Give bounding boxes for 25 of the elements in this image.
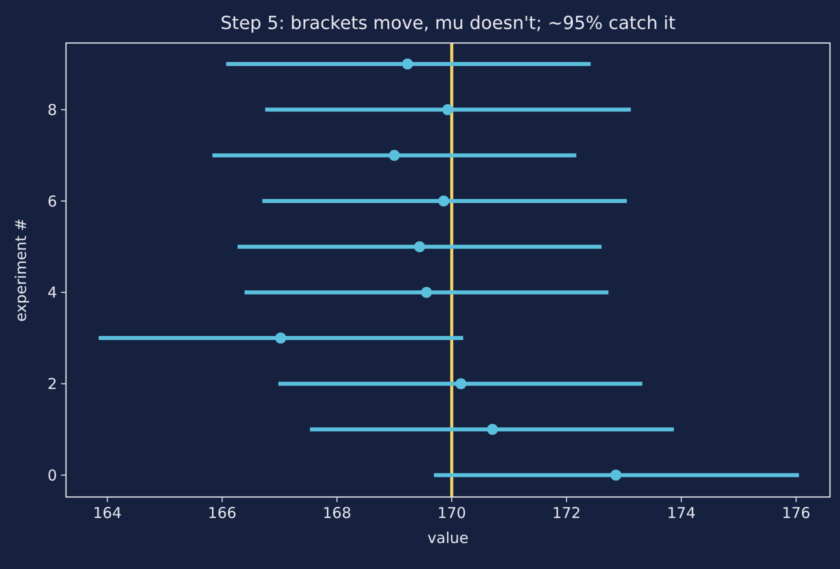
point [438,196,450,207]
chart-title: Step 5: brackets move, mu doesn't; ~95% catch it [220,13,676,34]
point [442,104,454,116]
point [388,150,400,161]
y-tick-label: 8 [47,100,57,119]
x-tick-label: 174 [667,504,696,522]
point [455,378,466,390]
y-axis-title: experiment # [12,218,30,322]
x-tick-label: 172 [552,504,581,522]
y-tick-label: 2 [47,374,57,393]
y-tick-label: 0 [47,466,57,484]
point [610,470,622,481]
point [414,241,426,252]
x-tick-label: 164 [93,504,122,522]
x-tick-label: 168 [322,504,352,522]
y-tick-label: 6 [47,192,57,210]
y-tick-label: 4 [47,284,57,302]
x-axis-title: value [428,529,468,547]
point [275,332,286,344]
point [402,58,414,70]
x-tick-label: 176 [782,504,810,522]
point [420,286,432,298]
x-tick-label: 166 [208,504,236,522]
x-tick-label: 170 [437,504,466,522]
point [486,424,498,435]
